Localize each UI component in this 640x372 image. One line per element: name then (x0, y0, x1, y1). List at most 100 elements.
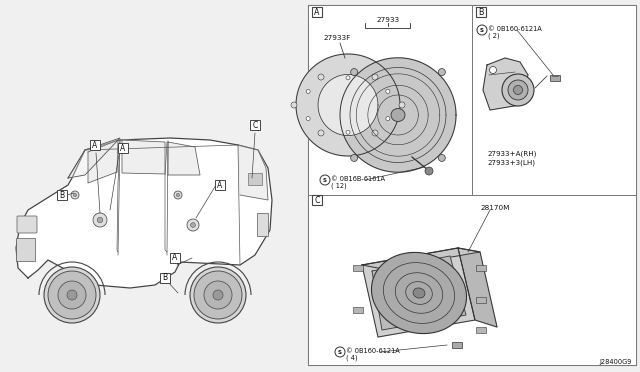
Text: B: B (60, 190, 65, 199)
FancyBboxPatch shape (57, 190, 67, 200)
Circle shape (58, 281, 86, 309)
Text: C: C (314, 196, 320, 205)
Polygon shape (238, 145, 268, 200)
Text: © 0B160-6121A: © 0B160-6121A (488, 26, 541, 32)
Text: S: S (338, 350, 342, 355)
Circle shape (190, 267, 246, 323)
Polygon shape (483, 58, 528, 110)
FancyBboxPatch shape (160, 273, 170, 283)
Bar (308, 5, 472, 195)
Circle shape (346, 76, 350, 80)
Bar (472, 5, 636, 195)
FancyBboxPatch shape (452, 342, 462, 348)
Bar (476, 327, 486, 333)
Text: 27933: 27933 (376, 17, 399, 23)
Circle shape (399, 102, 405, 108)
Polygon shape (362, 248, 475, 337)
Polygon shape (168, 142, 200, 175)
FancyBboxPatch shape (215, 180, 225, 190)
Circle shape (386, 116, 390, 121)
Circle shape (320, 175, 330, 185)
Circle shape (204, 281, 232, 309)
Polygon shape (372, 256, 466, 330)
Circle shape (335, 347, 345, 357)
Text: © 0B16B-6161A: © 0B16B-6161A (331, 176, 385, 182)
Text: B: B (163, 273, 168, 282)
FancyBboxPatch shape (250, 120, 260, 130)
Circle shape (48, 271, 96, 319)
Circle shape (438, 68, 445, 76)
Ellipse shape (413, 288, 425, 298)
Circle shape (187, 219, 199, 231)
Polygon shape (340, 58, 456, 172)
FancyBboxPatch shape (312, 7, 322, 17)
FancyBboxPatch shape (118, 143, 128, 153)
FancyBboxPatch shape (550, 75, 560, 81)
Text: J28400G9: J28400G9 (600, 359, 632, 365)
Text: ( 12): ( 12) (331, 183, 347, 189)
Text: A: A (172, 253, 178, 263)
Text: 27933+A(RH): 27933+A(RH) (487, 150, 536, 157)
Text: A: A (92, 141, 98, 150)
Circle shape (213, 290, 223, 300)
Circle shape (490, 67, 497, 74)
Text: S: S (323, 177, 327, 183)
Polygon shape (296, 54, 400, 156)
FancyBboxPatch shape (170, 253, 180, 263)
Circle shape (318, 74, 324, 80)
Bar (353, 307, 363, 313)
Circle shape (174, 191, 182, 199)
Polygon shape (458, 248, 497, 327)
Text: © 0B160-6121A: © 0B160-6121A (346, 348, 400, 354)
Text: A: A (218, 180, 223, 189)
Circle shape (346, 130, 350, 134)
FancyBboxPatch shape (312, 195, 322, 205)
Polygon shape (318, 74, 378, 136)
FancyBboxPatch shape (90, 140, 100, 150)
Text: A: A (120, 144, 125, 153)
Polygon shape (68, 138, 120, 178)
Circle shape (318, 130, 324, 136)
Text: S: S (480, 28, 484, 32)
Text: A: A (314, 7, 320, 16)
Ellipse shape (371, 253, 467, 334)
Circle shape (477, 25, 487, 35)
Circle shape (306, 116, 310, 121)
Bar (308, 5, 636, 365)
Ellipse shape (513, 86, 522, 94)
Text: ( 4): ( 4) (346, 355, 358, 361)
Circle shape (177, 193, 180, 196)
Polygon shape (88, 140, 118, 183)
Circle shape (194, 271, 242, 319)
FancyBboxPatch shape (257, 212, 269, 235)
Polygon shape (122, 140, 165, 174)
Text: 27933+3(LH): 27933+3(LH) (487, 159, 535, 166)
Text: ( 2): ( 2) (488, 33, 500, 39)
Bar (308, 195, 636, 365)
Bar (476, 265, 486, 271)
Bar (476, 297, 486, 303)
Circle shape (372, 74, 378, 80)
Bar (248, 173, 262, 185)
Circle shape (44, 267, 100, 323)
Circle shape (97, 217, 103, 223)
Bar (353, 265, 363, 271)
Text: 27933F: 27933F (323, 35, 350, 41)
Text: B: B (478, 7, 484, 16)
FancyBboxPatch shape (15, 237, 35, 260)
Polygon shape (362, 248, 480, 269)
Circle shape (386, 89, 390, 93)
Ellipse shape (502, 74, 534, 106)
Circle shape (67, 290, 77, 300)
Text: C: C (252, 121, 258, 129)
Circle shape (93, 213, 107, 227)
Ellipse shape (391, 109, 405, 122)
Ellipse shape (508, 80, 528, 100)
Circle shape (191, 222, 195, 227)
Polygon shape (16, 138, 272, 288)
Circle shape (438, 154, 445, 161)
Circle shape (74, 193, 77, 196)
Circle shape (351, 68, 358, 76)
FancyBboxPatch shape (17, 216, 37, 233)
Circle shape (71, 191, 79, 199)
